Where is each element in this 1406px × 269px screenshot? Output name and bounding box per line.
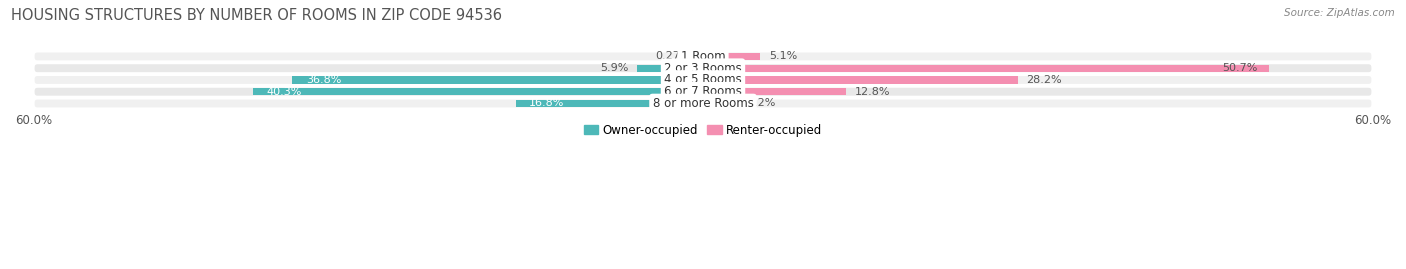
Bar [516, 100, 703, 107]
Bar [292, 76, 703, 84]
Bar [703, 88, 846, 95]
FancyBboxPatch shape [34, 63, 1372, 73]
Text: 36.8%: 36.8% [305, 75, 342, 85]
Text: 1 Room: 1 Room [681, 50, 725, 63]
Text: 12.8%: 12.8% [855, 87, 890, 97]
FancyBboxPatch shape [34, 75, 1372, 85]
Bar [700, 53, 703, 60]
Text: 40.3%: 40.3% [267, 87, 302, 97]
FancyBboxPatch shape [34, 51, 1372, 61]
Bar [703, 65, 1268, 72]
FancyBboxPatch shape [34, 98, 1372, 108]
Text: 6 or 7 Rooms: 6 or 7 Rooms [664, 85, 742, 98]
Bar [703, 76, 1018, 84]
Text: 0.27%: 0.27% [655, 51, 692, 61]
Text: 50.7%: 50.7% [1222, 63, 1257, 73]
Text: 3.2%: 3.2% [748, 98, 776, 108]
Text: HOUSING STRUCTURES BY NUMBER OF ROOMS IN ZIP CODE 94536: HOUSING STRUCTURES BY NUMBER OF ROOMS IN… [11, 8, 502, 23]
Bar [637, 65, 703, 72]
Bar [703, 53, 759, 60]
FancyBboxPatch shape [34, 87, 1372, 97]
Text: 8 or more Rooms: 8 or more Rooms [652, 97, 754, 110]
Text: 5.9%: 5.9% [600, 63, 628, 73]
Text: 28.2%: 28.2% [1026, 75, 1062, 85]
Bar [703, 100, 738, 107]
Text: 4 or 5 Rooms: 4 or 5 Rooms [664, 73, 742, 86]
Text: 16.8%: 16.8% [529, 98, 564, 108]
Bar [253, 88, 703, 95]
Legend: Owner-occupied, Renter-occupied: Owner-occupied, Renter-occupied [579, 119, 827, 141]
Text: 5.1%: 5.1% [769, 51, 797, 61]
Text: Source: ZipAtlas.com: Source: ZipAtlas.com [1284, 8, 1395, 18]
Text: 2 or 3 Rooms: 2 or 3 Rooms [664, 62, 742, 75]
